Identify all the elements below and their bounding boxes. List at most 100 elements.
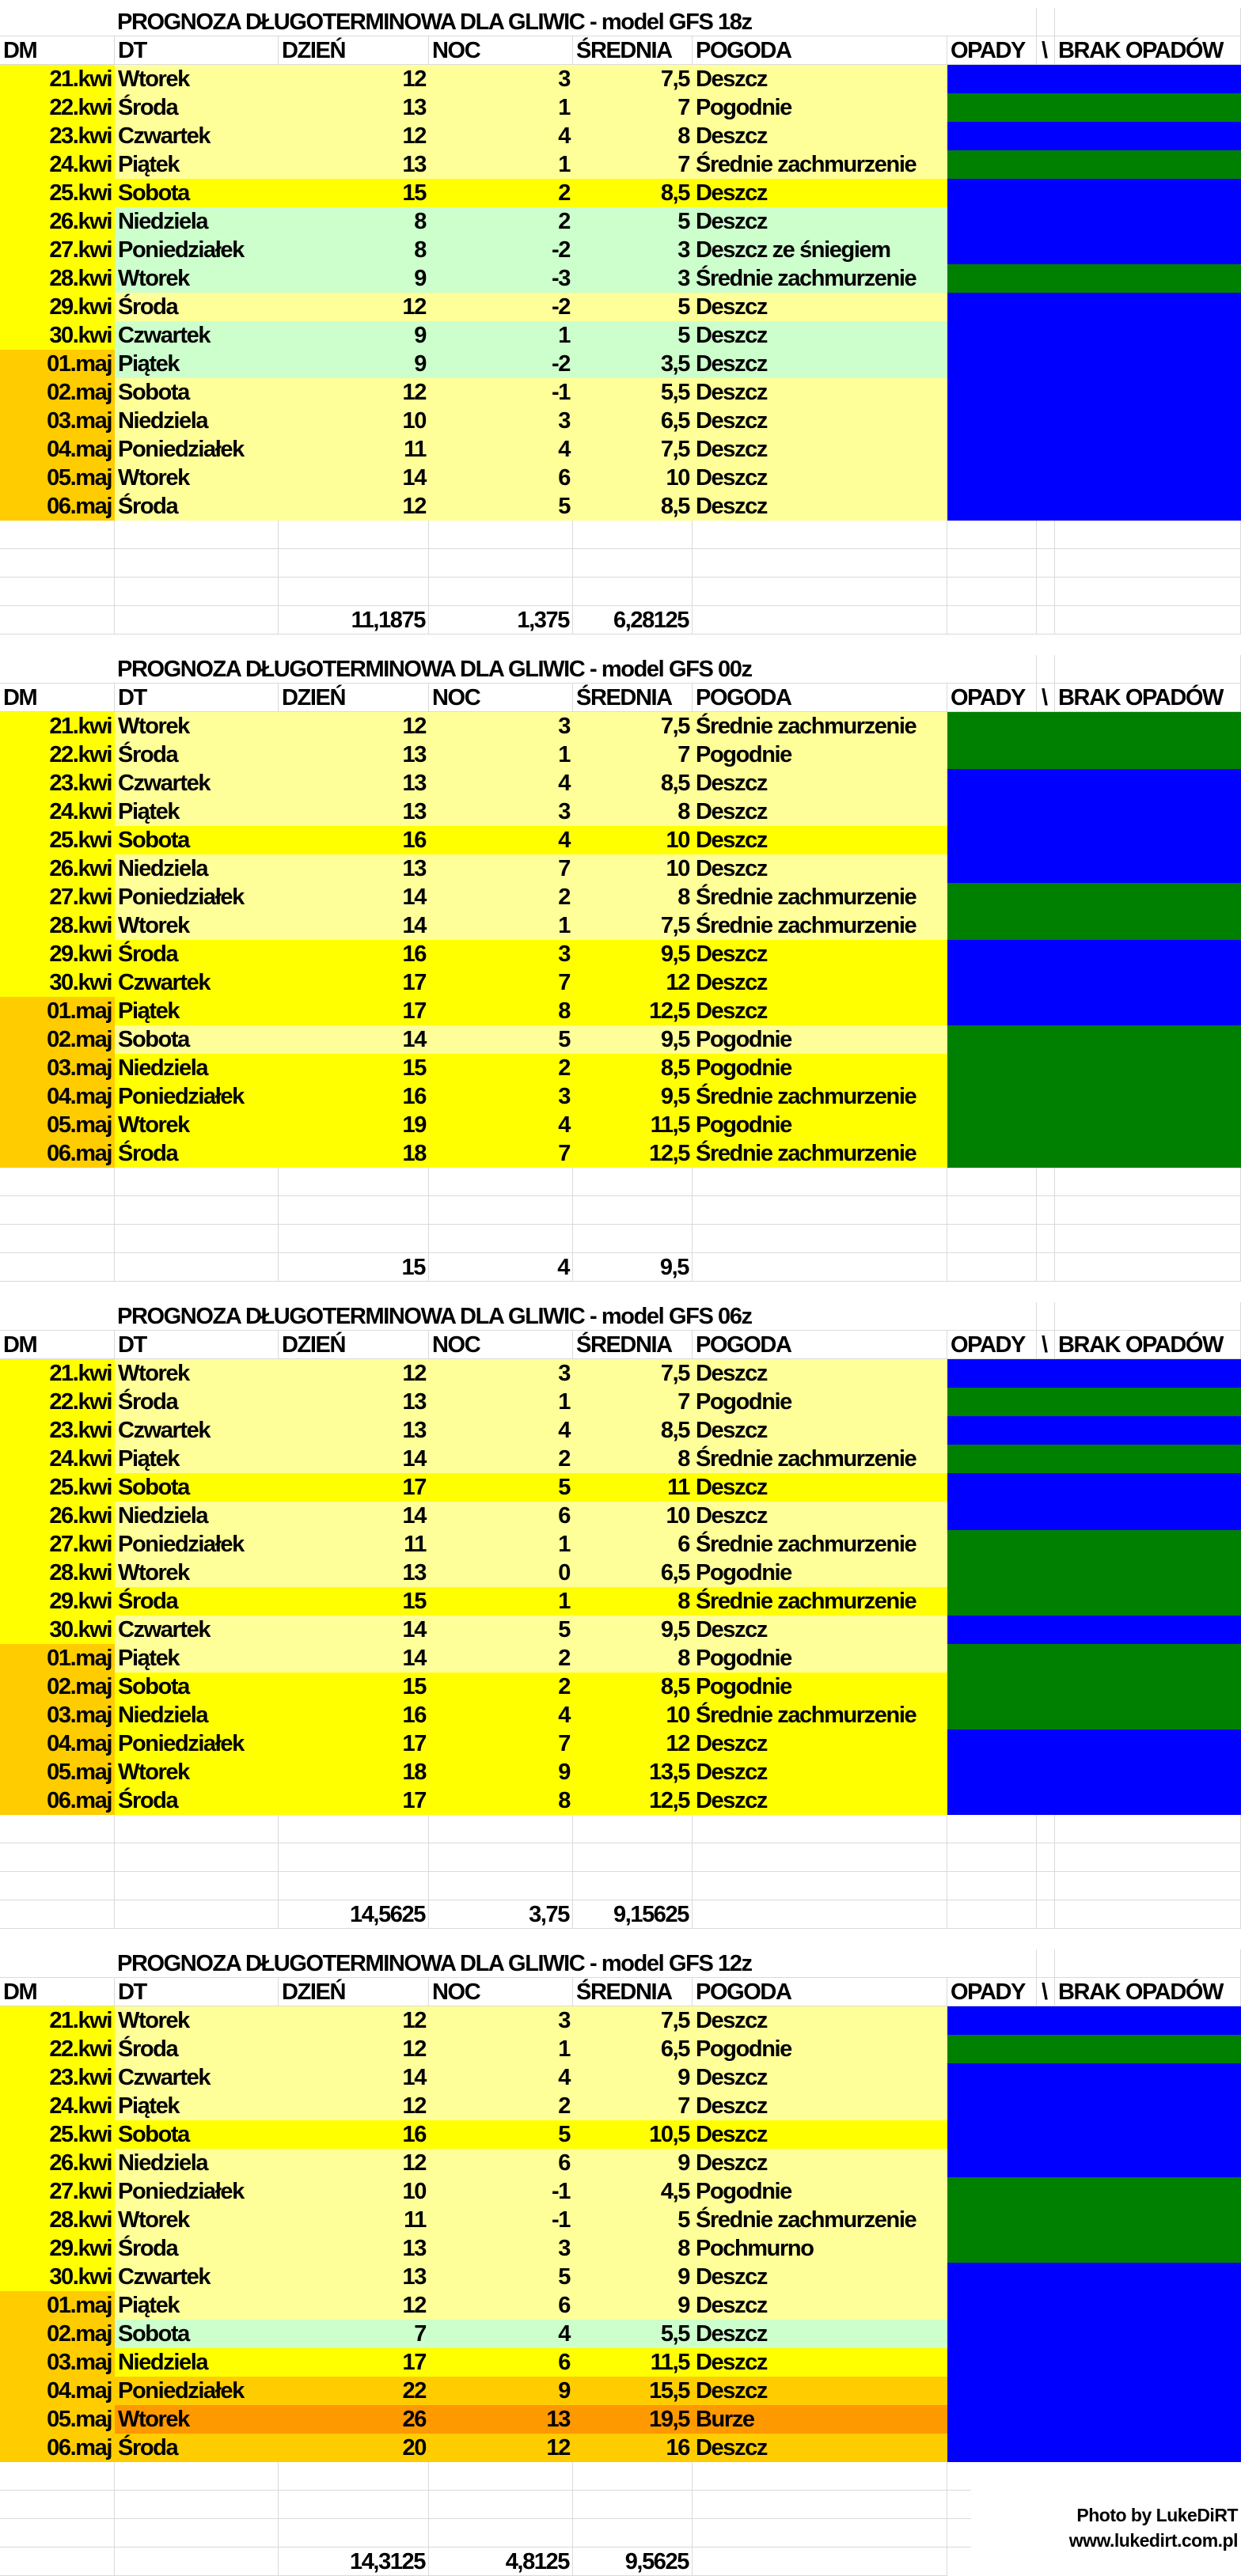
weather-cell[interactable]: Średnie zachmurzenie	[693, 883, 947, 911]
weather-cell[interactable]: Deszcz	[693, 207, 947, 236]
average-temp-cell[interactable]: 8	[573, 797, 693, 826]
date-cell[interactable]: 04.maj	[0, 2377, 115, 2405]
day-temp-cell[interactable]: 14	[279, 1502, 429, 1530]
date-cell[interactable]: 02.maj	[0, 378, 115, 407]
empty-cell[interactable]	[1055, 1900, 1241, 1929]
date-cell[interactable]: 06.maj	[0, 1786, 115, 1815]
night-temp-cell[interactable]: 3	[429, 712, 573, 741]
date-cell[interactable]: 05.maj	[0, 2405, 115, 2434]
date-cell[interactable]: 21.kwi	[0, 1359, 115, 1388]
weekday-cell[interactable]: Środa	[115, 2035, 279, 2063]
weekday-cell[interactable]: Niedziela	[115, 1701, 279, 1729]
date-cell[interactable]: 02.maj	[0, 1025, 115, 1054]
empty-cell[interactable]	[429, 521, 573, 549]
table-row[interactable]: 05.maj Wtorek 14 6 10 Deszcz	[0, 464, 1241, 492]
avg-day-temp[interactable]: 14,5625	[279, 1900, 429, 1929]
weather-cell[interactable]: Deszcz	[693, 65, 947, 93]
night-temp-cell[interactable]: 3	[429, 2234, 573, 2263]
empty-cell[interactable]	[429, 1815, 573, 1843]
table-row[interactable]: 04.maj Poniedziałek 22 9 15,5 Deszcz	[0, 2377, 1241, 2405]
day-temp-cell[interactable]: 10	[279, 407, 429, 435]
night-temp-cell[interactable]: 0	[429, 1559, 573, 1587]
empty-cell[interactable]	[115, 2519, 279, 2548]
weather-cell[interactable]: Średnie zachmurzenie	[693, 712, 947, 741]
day-temp-cell[interactable]: 12	[279, 293, 429, 321]
night-temp-cell[interactable]: 1	[429, 93, 573, 122]
day-temp-cell[interactable]: 12	[279, 378, 429, 407]
date-cell[interactable]: 04.maj	[0, 1729, 115, 1758]
grid-cell[interactable]	[429, 8, 573, 36]
day-temp-cell[interactable]: 20	[279, 2434, 429, 2462]
weekday-cell[interactable]: Wtorek	[115, 464, 279, 492]
table-row[interactable]: 02.maj Sobota 12 -1 5,5 Deszcz	[0, 378, 1241, 407]
day-temp-cell[interactable]: 14	[279, 464, 429, 492]
weekday-cell[interactable]: Poniedziałek	[115, 883, 279, 911]
grid-cell[interactable]	[573, 1302, 693, 1331]
date-cell[interactable]: 23.kwi	[0, 769, 115, 797]
grid-cell[interactable]	[279, 8, 429, 36]
night-temp-cell[interactable]: 5	[429, 1616, 573, 1644]
avg-average-temp[interactable]: 9,15625	[573, 1900, 693, 1929]
night-temp-cell[interactable]: 1	[429, 321, 573, 350]
table-row[interactable]: 23.kwi Czwartek 14 4 9 Deszcz	[0, 2063, 1241, 2092]
empty-cell[interactable]	[947, 578, 1037, 606]
empty-cell[interactable]	[1055, 1253, 1241, 1282]
day-temp-cell[interactable]: 17	[279, 997, 429, 1025]
weekday-cell[interactable]: Piątek	[115, 1644, 279, 1673]
day-temp-cell[interactable]: 13	[279, 854, 429, 883]
table-row[interactable]: 30.kwi Czwartek 14 5 9,5 Deszcz	[0, 1616, 1241, 1644]
average-temp-cell[interactable]: 12	[573, 1729, 693, 1758]
table-row[interactable]: 26.kwi Niedziela 14 6 10 Deszcz	[0, 1502, 1241, 1530]
table-row[interactable]: 27.kwi Poniedziałek 8 -2 3 Deszcz ze śniegiem	[0, 236, 1241, 264]
date-cell[interactable]: 02.maj	[0, 1673, 115, 1701]
average-temp-cell[interactable]: 8	[573, 2234, 693, 2263]
weather-cell[interactable]: Deszcz	[693, 179, 947, 207]
empty-cell[interactable]	[947, 1843, 1037, 1872]
empty-cell[interactable]	[115, 1168, 279, 1196]
empty-cell[interactable]	[0, 2519, 115, 2548]
date-cell[interactable]: 25.kwi	[0, 2120, 115, 2149]
empty-cell[interactable]	[115, 1225, 279, 1253]
empty-cell[interactable]	[693, 2519, 947, 2548]
average-temp-cell[interactable]: 9	[573, 2291, 693, 2320]
day-temp-cell[interactable]: 14	[279, 1025, 429, 1054]
empty-cell[interactable]	[1055, 1815, 1241, 1843]
day-temp-cell[interactable]: 13	[279, 150, 429, 179]
night-temp-cell[interactable]: 2	[429, 1445, 573, 1473]
weekday-cell[interactable]: Wtorek	[115, 911, 279, 940]
empty-cell[interactable]	[0, 578, 115, 606]
empty-cell[interactable]	[947, 606, 1037, 635]
night-temp-cell[interactable]: 4	[429, 122, 573, 150]
weather-cell[interactable]: Deszcz	[693, 797, 947, 826]
empty-cell[interactable]	[279, 1168, 429, 1196]
table-row[interactable]: 05.maj Wtorek 18 9 13,5 Deszcz	[0, 1758, 1241, 1786]
grid-cell[interactable]	[1055, 8, 1241, 36]
empty-cell[interactable]	[279, 549, 429, 578]
night-temp-cell[interactable]: 1	[429, 911, 573, 940]
empty-cell[interactable]	[573, 521, 693, 549]
weekday-cell[interactable]: Poniedziałek	[115, 1729, 279, 1758]
grid-cell[interactable]	[115, 1949, 279, 1978]
grid-cell[interactable]	[1037, 8, 1055, 36]
weather-cell[interactable]: Deszcz	[693, 2377, 947, 2405]
weekday-cell[interactable]: Środa	[115, 93, 279, 122]
average-temp-cell[interactable]: 9,5	[573, 1082, 693, 1111]
weekday-cell[interactable]: Wtorek	[115, 712, 279, 741]
weekday-cell[interactable]: Piątek	[115, 150, 279, 179]
table-row[interactable]: 03.maj Niedziela 15 2 8,5 Pogodnie	[0, 1054, 1241, 1082]
average-temp-cell[interactable]: 7,5	[573, 1359, 693, 1388]
grid-cell[interactable]	[115, 1302, 279, 1331]
night-temp-cell[interactable]: 6	[429, 1502, 573, 1530]
night-temp-cell[interactable]: -2	[429, 293, 573, 321]
day-temp-cell[interactable]: 11	[279, 1530, 429, 1559]
empty-cell[interactable]	[573, 1843, 693, 1872]
weather-cell[interactable]: Deszcz	[693, 464, 947, 492]
empty-cell[interactable]	[429, 1196, 573, 1225]
average-temp-cell[interactable]: 8,5	[573, 492, 693, 521]
empty-cell[interactable]	[115, 521, 279, 549]
empty-cell[interactable]	[115, 1843, 279, 1872]
empty-cell[interactable]	[1037, 1843, 1055, 1872]
empty-cell[interactable]	[947, 549, 1037, 578]
night-temp-cell[interactable]: 1	[429, 1587, 573, 1616]
day-temp-cell[interactable]: 18	[279, 1758, 429, 1786]
